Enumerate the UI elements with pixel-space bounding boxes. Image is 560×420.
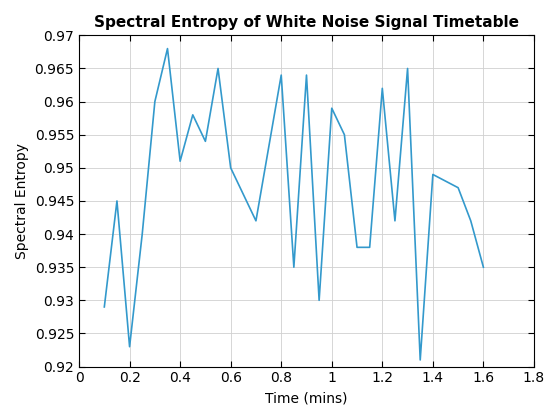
Title: Spectral Entropy of White Noise Signal Timetable: Spectral Entropy of White Noise Signal T… — [94, 15, 519, 30]
Y-axis label: Spectral Entropy: Spectral Entropy — [15, 143, 29, 259]
X-axis label: Time (mins): Time (mins) — [265, 391, 348, 405]
